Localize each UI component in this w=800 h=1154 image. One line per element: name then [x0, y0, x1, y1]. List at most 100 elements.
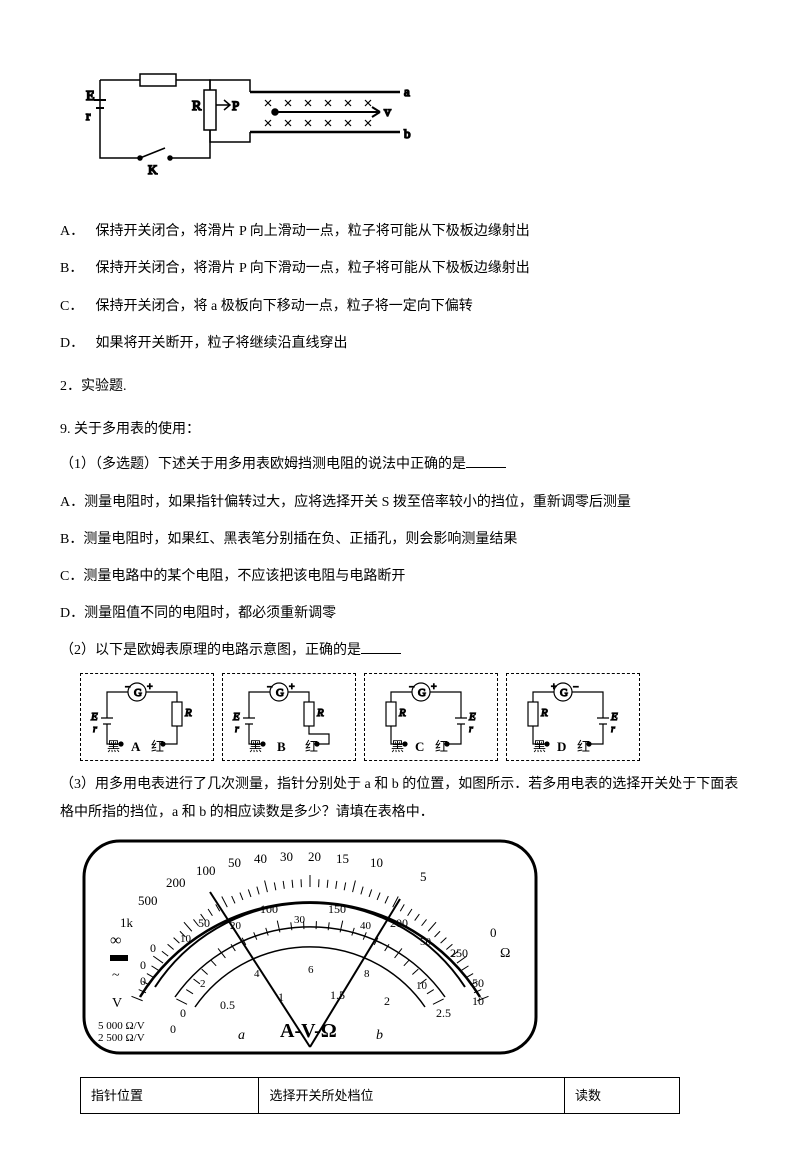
ohmmeter-diagrams: − G + E r R 黑 A 红 − [80, 673, 740, 761]
svg-text:200: 200 [390, 916, 408, 930]
ohm-box-b: − G + E r R 黑 B 红 [222, 673, 356, 761]
q8-option-c: C． 保持开关闭合，将 a 极板向下移动一点，粒子将一定向下偏转 [60, 294, 740, 319]
svg-text:0: 0 [140, 958, 146, 972]
opt-label: C． [60, 569, 83, 584]
svg-text:15: 15 [336, 851, 349, 866]
col-reading: 读数 [565, 1077, 680, 1113]
section-2-heading: 2．实验题. [60, 374, 740, 399]
opt-label: A． [60, 219, 92, 244]
svg-text:r: r [611, 724, 615, 735]
svg-text:E: E [90, 711, 98, 723]
svg-text:0.5: 0.5 [220, 998, 235, 1012]
svg-text:∞: ∞ [110, 932, 121, 949]
svg-text:~: ~ [112, 968, 120, 983]
ohm-box-c: − G + R E r 黑 C 红 [364, 673, 498, 761]
q9-part1-prompt: （1）（多选题）下述关于用多用表欧姆挡测电阻的说法中正确的是 [60, 452, 740, 477]
svg-text:8: 8 [364, 968, 370, 980]
svg-text:6: 6 [308, 964, 314, 976]
answer-blank[interactable] [466, 453, 506, 468]
svg-text:2: 2 [200, 978, 206, 990]
svg-text:R: R [540, 707, 548, 719]
ohm-letter: A [131, 735, 140, 758]
ohm-red: 红 [577, 735, 590, 758]
svg-text:R: R [316, 707, 324, 719]
opt-label: D． [60, 606, 84, 621]
q8-option-d: D． 如果将开关断开，粒子将继续沿直线穿出 [60, 331, 740, 356]
col-pointer-pos: 指针位置 [81, 1077, 259, 1113]
svg-text:0: 0 [140, 974, 146, 988]
svg-text:1k: 1k [120, 915, 134, 930]
svg-text:100: 100 [196, 863, 216, 878]
svg-text:40: 40 [360, 920, 372, 932]
svg-text:R: R [398, 707, 406, 719]
svg-text:50: 50 [228, 855, 241, 870]
svg-text:30: 30 [280, 849, 293, 864]
svg-text:r: r [235, 724, 239, 735]
reading-table: 指针位置 选择开关所处档位 读数 [80, 1077, 680, 1114]
opt-text: 测量电阻时，如果红、黑表笔分别插在负、正插孔，则会影响测量结果 [83, 532, 517, 547]
svg-text:K: K [148, 162, 158, 177]
q8-option-a: A． 保持开关闭合，将滑片 P 向上滑动一点，粒子将可能从下极板边缘射出 [60, 219, 740, 244]
svg-text:250: 250 [450, 946, 468, 960]
svg-text:+: + [147, 682, 153, 693]
ohm-letter: C [415, 735, 424, 758]
q9-1-option-d: D．测量阻值不同的电阻时，都必须重新调零 [60, 601, 740, 626]
svg-text:E: E [232, 711, 240, 723]
svg-text:0: 0 [170, 1022, 176, 1036]
svg-text:b: b [376, 1028, 383, 1043]
q9-1-option-c: C．测量电路中的某个电阻，不应该把该电阻与电路断开 [60, 564, 740, 589]
svg-text:−: − [573, 682, 579, 693]
svg-text:P: P [232, 98, 239, 113]
svg-text:G: G [276, 687, 284, 699]
svg-text:b: b [404, 126, 411, 141]
svg-text:−: − [267, 682, 273, 693]
svg-text:r: r [86, 108, 91, 123]
svg-text:20: 20 [308, 849, 321, 864]
ohm-black: 黑 [249, 735, 262, 758]
svg-text:Ω: Ω [500, 946, 510, 961]
svg-text:10: 10 [370, 855, 383, 870]
q9-title: 9. 关于多用表的使用： [60, 417, 740, 442]
svg-text:E: E [86, 89, 95, 104]
opt-label: D． [60, 331, 92, 356]
svg-text:0: 0 [490, 925, 497, 940]
ohm-black: 黑 [391, 735, 404, 758]
svg-text:2: 2 [384, 994, 390, 1008]
col-switch-pos: 选择开关所处档位 [259, 1077, 565, 1113]
opt-text: 如果将开关断开，粒子将继续沿直线穿出 [96, 336, 348, 351]
q9-part3-prompt: （3）用多用电表进行了几次测量，指针分别处于 a 和 b 的位置，如图所示．若多… [60, 771, 740, 827]
svg-text:E: E [610, 711, 618, 723]
svg-text:150: 150 [328, 902, 346, 916]
svg-text:40: 40 [254, 851, 267, 866]
opt-text: 保持开关闭合，将 a 极板向下移动一点，粒子将一定向下偏转 [96, 299, 473, 314]
ohm-black: 黑 [107, 735, 120, 758]
q9-1-option-a: A．测量电阻时，如果指针偏转过大，应将选择开关 S 拨至倍率较小的挡位，重新调零… [60, 490, 740, 515]
svg-text:+: + [289, 682, 295, 693]
svg-text:10: 10 [180, 933, 192, 945]
svg-text:r: r [93, 724, 97, 735]
svg-text:100: 100 [260, 902, 278, 916]
svg-text:2 500 Ω/V: 2 500 Ω/V [98, 1032, 145, 1044]
q9-1-option-b: B．测量电阻时，如果红、黑表笔分别插在负、正插孔，则会影响测量结果 [60, 527, 740, 552]
svg-text:2.5: 2.5 [436, 1006, 451, 1020]
svg-text:a: a [238, 1028, 245, 1043]
answer-blank[interactable] [361, 639, 401, 654]
opt-text: 保持开关闭合，将滑片 P 向上滑动一点，粒子将可能从下极板边缘射出 [96, 224, 530, 239]
svg-text:50: 50 [420, 936, 432, 948]
opt-label: B． [60, 532, 83, 547]
svg-text:A-V-Ω: A-V-Ω [280, 1020, 337, 1042]
svg-text:R: R [192, 99, 202, 114]
svg-text:5: 5 [420, 869, 427, 884]
svg-text:5 000 Ω/V: 5 000 Ω/V [98, 1020, 145, 1032]
svg-text:G: G [134, 687, 142, 699]
opt-text: 测量阻值不同的电阻时，都必须重新调零 [84, 606, 336, 621]
svg-text:−: − [125, 682, 131, 693]
svg-text:r: r [469, 724, 473, 735]
svg-text:G: G [418, 687, 426, 699]
ohm-letter: B [277, 735, 286, 758]
ohm-red: 红 [151, 735, 164, 758]
svg-text:0: 0 [180, 1006, 186, 1020]
svg-text:v: v [384, 105, 391, 120]
ohm-red: 红 [435, 735, 448, 758]
svg-text:V: V [112, 996, 122, 1011]
